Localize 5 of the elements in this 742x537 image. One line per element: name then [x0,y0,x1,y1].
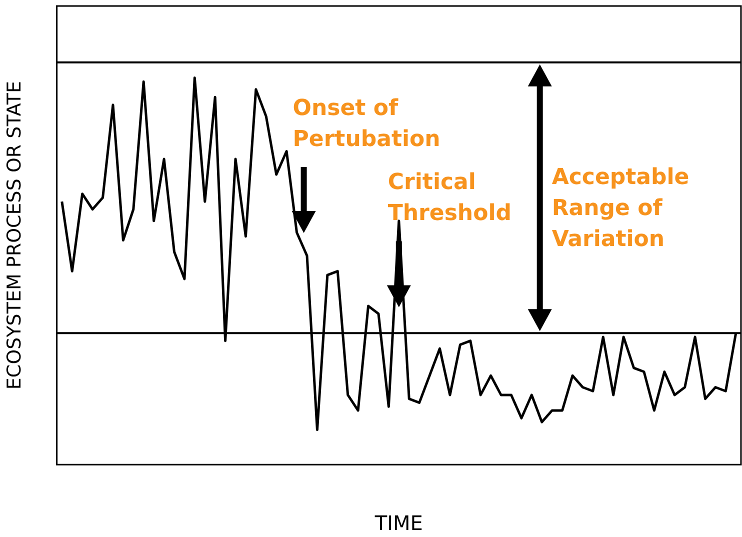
x-axis-title: TIME [374,511,423,536]
y-axis-title: ECOSYSTEM PROCESS OR STATE [3,81,26,390]
annotation: Onset of Pertubation [292,95,440,154]
annotation: Critical Threshold [388,169,512,228]
annotation: Acceptable Range of Variation [552,164,690,254]
